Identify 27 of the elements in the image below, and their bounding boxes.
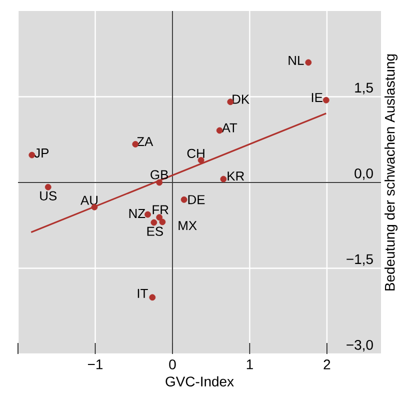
annotation: CH	[187, 148, 204, 158]
annotation: NL	[288, 56, 304, 65]
annotation: AU	[80, 196, 98, 205]
annotation: IE	[312, 93, 322, 102]
x-tick-label: 0	[169, 360, 176, 370]
y-axis-title: Bedeutung der schwachen Auslastung	[384, 54, 398, 290]
annotation: NZ	[129, 209, 146, 218]
y-tick-label: −3,0	[346, 340, 373, 352]
y-tick-label: 1,5	[355, 82, 373, 94]
annotation: KR	[228, 172, 244, 181]
annotation: MX	[178, 221, 197, 230]
y-tick-label: 0,0	[354, 168, 373, 180]
x-axis-title: GVC-Index	[166, 376, 234, 386]
annotation: AT	[222, 123, 238, 132]
annotation: ES	[147, 226, 163, 236]
annotation: JP	[34, 148, 49, 158]
annotation: DE	[188, 195, 205, 204]
annotation: FR	[152, 205, 168, 214]
annotation: GB	[150, 170, 168, 180]
annotation: ZA	[137, 137, 154, 146]
annotation: US	[40, 191, 57, 200]
x-tick-label: −1	[88, 360, 103, 370]
y-tick-label: −1,5	[346, 254, 373, 266]
x-tick-label: 2	[324, 360, 330, 370]
annotation: DK	[232, 94, 250, 104]
annotation: IT	[138, 288, 148, 298]
x-tick-label: 1	[246, 360, 253, 370]
